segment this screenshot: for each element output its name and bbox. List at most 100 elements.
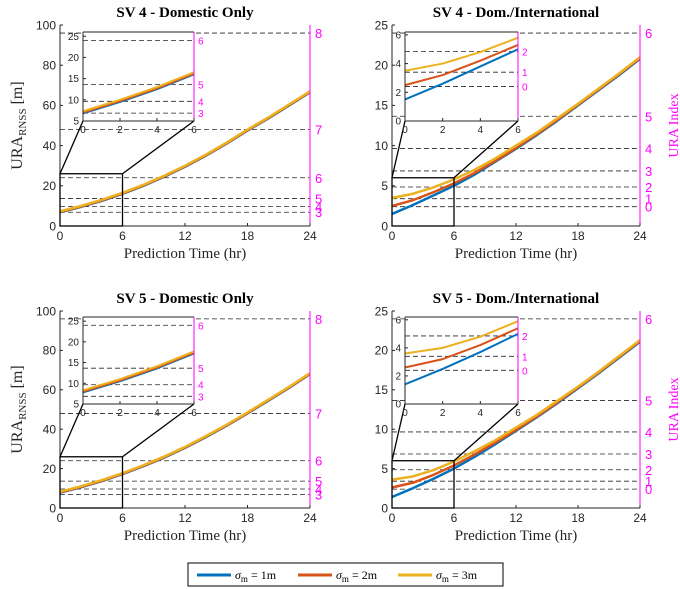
x-tick-label: 0 [80, 125, 86, 136]
ura-index-label: 7 [315, 123, 322, 138]
x-tick-label: 18 [241, 229, 255, 243]
ura-index-label: 2 [522, 47, 528, 58]
ura-index-label: 5 [315, 192, 322, 207]
x-tick-label: 24 [303, 229, 317, 243]
y-tick-label: 15 [375, 99, 389, 113]
ura-index-label: 5 [315, 474, 322, 489]
legend-label-3: σm = 3m [436, 568, 478, 584]
y-tick-label: 25 [68, 32, 80, 43]
ura-index-axis-label: URA Index [667, 377, 680, 441]
x-tick-label: 12 [509, 511, 523, 525]
x-tick-label: 24 [633, 511, 647, 525]
ura-index-label: 2 [645, 180, 652, 195]
x-tick-label: 2 [117, 125, 123, 136]
y-tick-label: 20 [43, 462, 57, 476]
x-tick-label: 12 [178, 511, 192, 525]
zoom-region-box [391, 460, 455, 509]
ura-index-axis-label: URA Index [667, 93, 680, 157]
ura-index-label: 5 [645, 109, 652, 124]
series-line-1 [404, 48, 519, 101]
x-tick-label: 0 [80, 408, 86, 419]
y-tick-label: 6 [395, 30, 401, 41]
y-tick-label: 10 [375, 423, 389, 437]
zoom-region-box [59, 173, 124, 227]
series-line-3 [404, 320, 519, 355]
y-tick-label: 25 [68, 317, 80, 328]
zoom-connector [453, 120, 519, 179]
legend-label-2: σm = 2m [336, 568, 378, 584]
zoom-connector [122, 120, 195, 175]
ura-index-label: 4 [315, 200, 322, 215]
ura-index-label: 4 [198, 381, 204, 392]
x-tick-label: 2 [117, 408, 123, 419]
series-line-3 [404, 36, 519, 72]
y-tick-label: 15 [375, 383, 389, 397]
ura-index-label: 1 [522, 68, 528, 79]
y-tick-label: 100 [36, 304, 56, 318]
y-tick-label: 5 [73, 117, 79, 128]
ura-index-label: 7 [315, 406, 322, 421]
ura-index-label: 6 [315, 171, 322, 186]
ura-index-label: 4 [315, 482, 322, 497]
zoom-connector [59, 120, 84, 174]
ura-index-label: 3 [315, 205, 322, 220]
y-tick-label: 25 [375, 18, 389, 32]
y-tick-label: 60 [43, 99, 57, 113]
series-line-3 [59, 372, 311, 493]
y-tick-label: 0 [381, 219, 388, 233]
x-tick-label: 24 [303, 511, 317, 525]
x-tick-label: 2 [440, 125, 446, 136]
y-tick-label: 15 [68, 358, 80, 369]
y-tick-label: 10 [68, 379, 80, 390]
ura-index-label: 6 [645, 312, 652, 327]
x-axis-label: Prediction Time (hr) [124, 528, 247, 544]
y-tick-label: 0 [381, 501, 388, 515]
y-axis-label: URARNSS [m] [9, 365, 29, 453]
ura-index-label: 5 [645, 393, 652, 408]
ura-index-label: 3 [645, 447, 652, 462]
zoom-connector [453, 403, 519, 462]
y-tick-label: 0 [395, 400, 401, 411]
x-tick-label: 6 [119, 511, 126, 525]
ura-index-label: 8 [315, 312, 322, 327]
ura-index-label: 3 [198, 392, 204, 403]
y-tick-label: 10 [375, 139, 389, 153]
x-axis-label: Prediction Time (hr) [124, 246, 247, 262]
zoom-connector [59, 403, 84, 458]
x-tick-label: 0 [402, 408, 408, 419]
x-tick-label: 18 [571, 229, 585, 243]
ura-index-label: 6 [198, 321, 204, 332]
ura-index-label: 5 [198, 364, 204, 375]
ura-index-label: 0 [522, 366, 528, 377]
y-tick-label: 100 [36, 18, 56, 32]
y-tick-label: 5 [381, 179, 388, 193]
x-tick-label: 18 [571, 511, 585, 525]
legend-box [187, 562, 504, 587]
x-tick-label: 0 [57, 511, 64, 525]
x-tick-label: 12 [509, 229, 523, 243]
ura-index-label: 8 [315, 26, 322, 41]
y-tick-label: 2 [395, 372, 401, 383]
ura-index-label: 1 [522, 352, 528, 363]
x-tick-label: 4 [154, 408, 160, 419]
ura-index-label: 4 [198, 97, 204, 108]
y-tick-label: 4 [395, 59, 401, 70]
y-tick-label: 40 [43, 139, 57, 153]
y-tick-label: 20 [375, 344, 389, 358]
ura-index-label: 1 [645, 474, 652, 489]
y-tick-label: 20 [375, 59, 389, 73]
x-tick-label: 18 [241, 511, 255, 525]
x-tick-label: 4 [154, 125, 160, 136]
chart-title: SV 4 - Domestic Only [116, 5, 254, 21]
zoom-region-box [59, 456, 124, 509]
x-tick-label: 6 [451, 511, 458, 525]
zoom-region-box [391, 177, 455, 227]
x-tick-label: 2 [440, 408, 446, 419]
ura-index-label: 4 [645, 425, 652, 440]
y-tick-label: 40 [43, 423, 57, 437]
zoom-connector [391, 403, 406, 461]
y-tick-label: 6 [395, 315, 401, 326]
